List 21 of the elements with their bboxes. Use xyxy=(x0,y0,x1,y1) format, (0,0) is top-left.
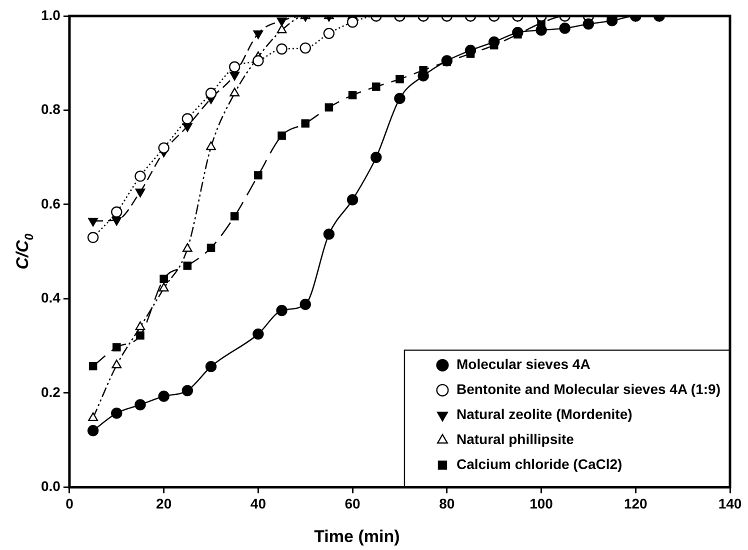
x-tick-label: 140 xyxy=(718,495,742,512)
y-tick-label: 0.4 xyxy=(40,290,61,306)
legend-label: Natural phillipsite xyxy=(456,431,574,448)
legend-label: Molecular sieves 4A xyxy=(456,356,590,372)
x-axis-title: Time (min) xyxy=(314,527,400,546)
legend-label: Natural zeolite (Mordenite) xyxy=(456,406,632,422)
x-tick-label: 40 xyxy=(250,495,266,512)
x-tick-label: 120 xyxy=(624,495,648,512)
x-tick-label: 100 xyxy=(530,495,554,512)
x-tick-label: 80 xyxy=(439,495,455,512)
y-tick-label: 0.8 xyxy=(40,101,61,118)
x-tick-label: 60 xyxy=(344,495,361,512)
y-tick-label: 0.0 xyxy=(40,478,61,494)
legend-label: Calcium chloride (CaCl2) xyxy=(456,456,622,472)
legend-label: Bentonite and Molecular sieves 4A (1:9) xyxy=(456,381,720,398)
y-tick-label: 0.2 xyxy=(40,384,61,400)
x-tick-label: 0 xyxy=(66,495,74,512)
x-tick-label: 20 xyxy=(156,495,172,512)
y-tick-label: 1.0 xyxy=(40,6,61,23)
y-axis-title: C/C0 xyxy=(13,233,36,270)
y-tick-label: 0.6 xyxy=(40,195,61,212)
